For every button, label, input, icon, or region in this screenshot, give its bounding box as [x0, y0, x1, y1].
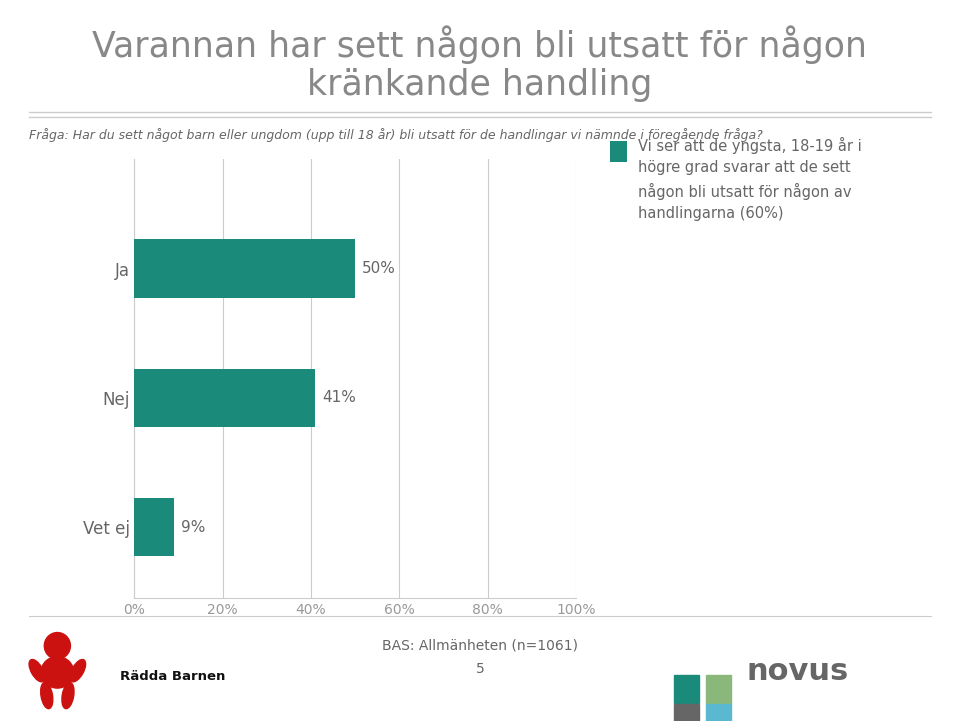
Text: någon bli utsatt för någon av: någon bli utsatt för någon av [638, 183, 852, 200]
Ellipse shape [70, 660, 85, 682]
Ellipse shape [61, 683, 74, 709]
Bar [134, 369, 316, 427]
Bar [675, 675, 700, 702]
Text: Rädda Barnen: Rädda Barnen [120, 670, 226, 683]
Text: högre grad svarar att de sett: högre grad svarar att de sett [638, 160, 851, 175]
Circle shape [44, 632, 70, 659]
Text: 41%: 41% [323, 391, 356, 405]
Bar [706, 675, 731, 702]
Text: Varannan har sett någon bli utsatt för någon: Varannan har sett någon bli utsatt för n… [92, 25, 868, 64]
Text: Vi ser att de yngsta, 18-19 år i: Vi ser att de yngsta, 18-19 år i [638, 137, 862, 154]
Ellipse shape [29, 660, 45, 682]
Bar [134, 239, 355, 298]
Ellipse shape [41, 657, 74, 688]
Ellipse shape [40, 683, 53, 709]
Text: kränkande handling: kränkande handling [307, 68, 653, 102]
Bar [706, 704, 731, 721]
Text: 9%: 9% [180, 520, 205, 535]
Text: Fråga: Har du sett något barn eller ungdom (upp till 18 år) bli utsatt för de ha: Fråga: Har du sett något barn eller ungd… [29, 128, 762, 142]
Text: novus: novus [747, 658, 850, 686]
Bar [134, 498, 174, 557]
Text: handlingarna (60%): handlingarna (60%) [638, 206, 784, 221]
Bar [675, 704, 700, 721]
Text: 50%: 50% [362, 261, 396, 276]
Text: BAS: Allmänheten (n=1061): BAS: Allmänheten (n=1061) [382, 638, 578, 652]
Text: 5: 5 [475, 662, 485, 676]
